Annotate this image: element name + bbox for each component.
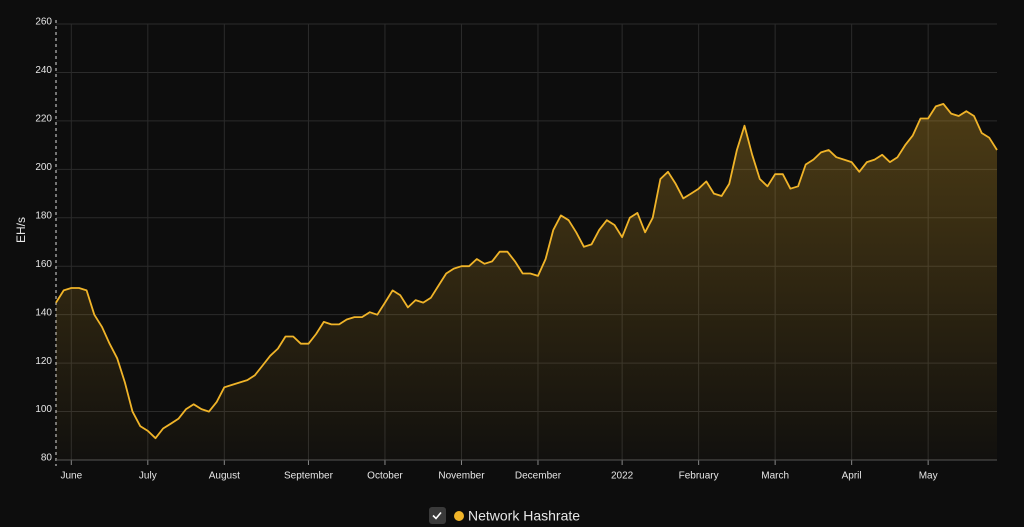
y-axis-label: EH/s: [14, 217, 28, 243]
x-tick-label: August: [209, 471, 240, 482]
y-tick-label: 120: [35, 356, 52, 367]
x-tick-label: October: [367, 471, 403, 482]
y-tick-label: 160: [35, 259, 52, 270]
legend[interactable]: Network Hashrate: [429, 507, 580, 524]
x-tick-label: November: [438, 471, 485, 482]
y-tick-label: 180: [35, 210, 52, 221]
y-tick-label: 80: [41, 453, 53, 464]
x-tick-label: March: [761, 471, 789, 482]
line: [55, 103, 998, 440]
x-tick-label: December: [515, 471, 562, 482]
x-tick-label: April: [842, 471, 862, 482]
x-tick-label: June: [60, 471, 82, 482]
y-tick-label: 260: [35, 17, 52, 28]
y-tick-label: 100: [35, 404, 52, 415]
check-icon: [432, 511, 442, 520]
area-fill: [56, 103, 997, 461]
y-tick-label: 220: [35, 114, 52, 125]
legend-label: Network Hashrate: [468, 508, 580, 524]
legend-marker: [454, 511, 464, 521]
y-tick-label: 200: [35, 162, 52, 173]
x-tick-label: July: [139, 471, 157, 482]
y-tick-label: 240: [35, 65, 52, 76]
x-tick-label: September: [284, 471, 334, 482]
y-tick-label: 140: [35, 307, 52, 318]
x-tick-label: May: [919, 471, 938, 482]
x-tick-label: February: [679, 471, 719, 482]
x-tick-label: 2022: [611, 471, 634, 482]
